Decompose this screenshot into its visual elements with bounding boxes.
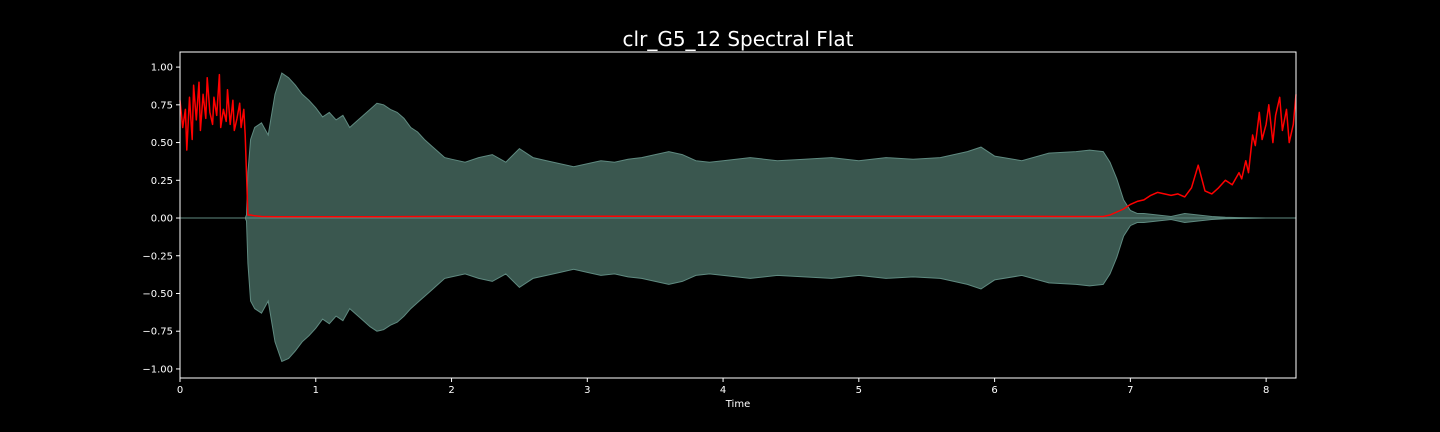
plot-frame: [179, 51, 1297, 379]
chart-title: clr_G5_12 Spectral Flat: [623, 27, 854, 51]
x-tick-label: 4: [720, 385, 726, 396]
y-tick-label: 0.00: [151, 214, 173, 225]
y-tick-label: −1.00: [142, 364, 173, 375]
x-tick-label: 3: [584, 385, 590, 396]
plot-area: [179, 72, 1297, 363]
x-tick-label: 7: [1127, 385, 1133, 396]
y-tick-label: 0.25: [151, 176, 173, 187]
x-tick-label: 5: [856, 385, 862, 396]
y-tick-label: 0.50: [151, 138, 173, 149]
y-tick-label: 1.00: [151, 63, 173, 74]
x-axis-label: Time: [725, 399, 750, 410]
spectral-flatness-line: [179, 73, 1297, 218]
y-tick-label: 0.75: [151, 100, 173, 111]
x-tick-label: 6: [991, 385, 997, 396]
y-tick-label: −0.50: [142, 289, 173, 300]
x-tick-label: 1: [313, 385, 319, 396]
y-tick-label: −0.75: [142, 327, 173, 338]
x-tick-label: 8: [1263, 385, 1269, 396]
y-tick-label: −0.25: [142, 251, 173, 262]
axes: 0 1 2 3 4 5 6 7 8 1.00 0.75 0.50 0.25 0.00 −0.25 −0.50 −…: [142, 51, 1297, 396]
waveform-envelope: [180, 72, 1296, 363]
x-tick-label: 2: [448, 385, 454, 396]
x-tick-label: 0: [177, 385, 183, 396]
